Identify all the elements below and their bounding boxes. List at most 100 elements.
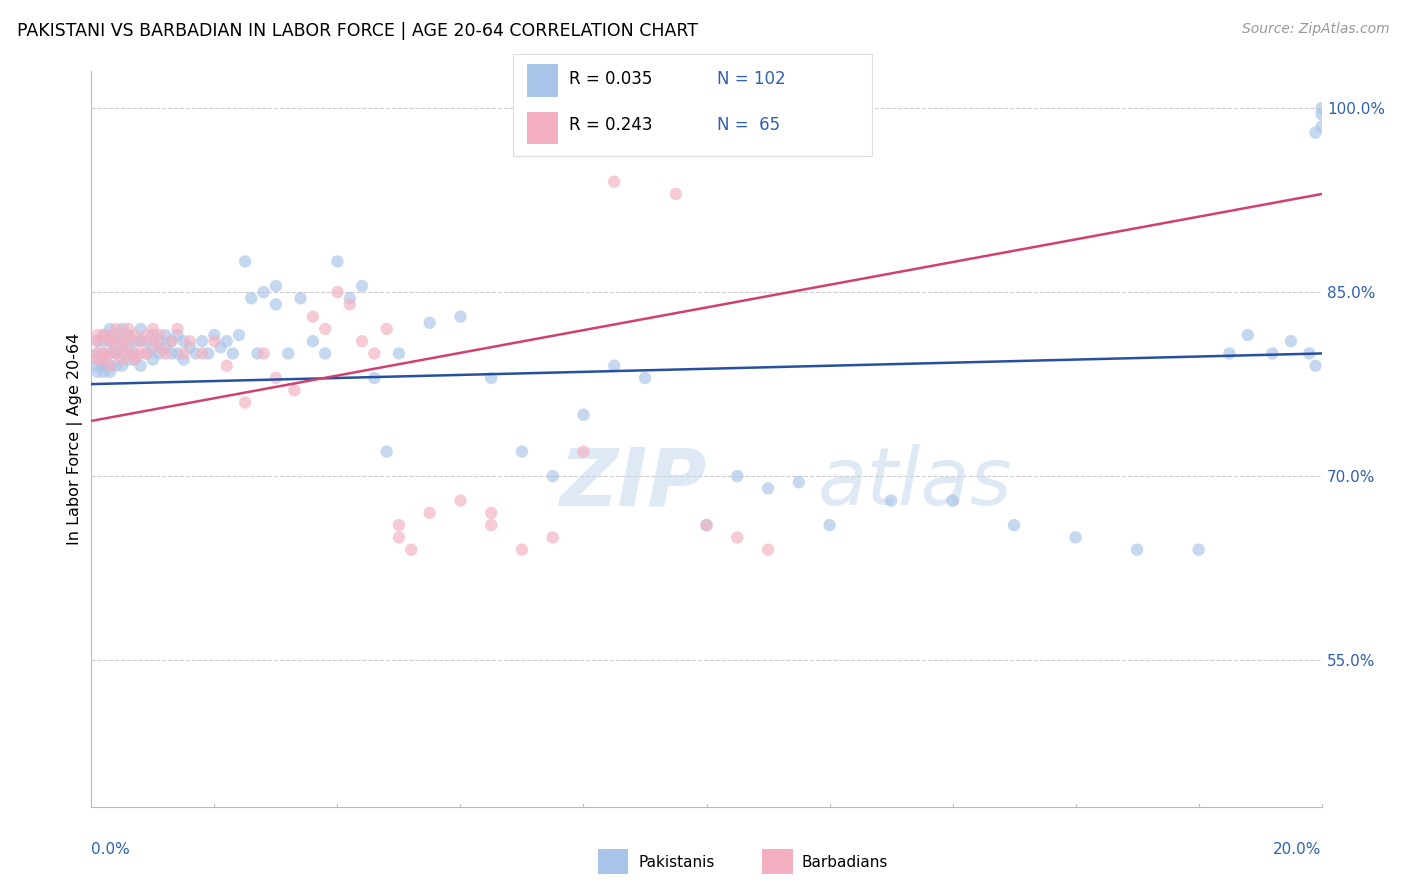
Point [98, 365, 121, 379]
Point [290, 291, 312, 305]
Point [314, 346, 336, 360]
Point [142, 322, 165, 336]
Point [93, 359, 115, 373]
Point [240, 291, 263, 305]
Point [197, 346, 219, 360]
Point [449, 310, 471, 324]
Point [1310, 107, 1333, 121]
Text: R = 0.035: R = 0.035 [569, 70, 652, 87]
Point [1064, 530, 1087, 544]
Text: 0.0%: 0.0% [91, 842, 131, 856]
Point [129, 334, 152, 348]
Point [1002, 518, 1025, 533]
Point [93, 334, 115, 348]
Point [725, 530, 748, 544]
Text: atlas: atlas [817, 444, 1012, 523]
Point [725, 469, 748, 483]
Point [86, 365, 108, 379]
Point [160, 346, 183, 360]
Point [326, 285, 349, 300]
Point [93, 365, 115, 379]
Point [179, 334, 201, 348]
Point [1237, 328, 1260, 343]
Point [129, 334, 152, 348]
Point [173, 352, 195, 367]
Point [179, 340, 201, 354]
Point [98, 328, 121, 343]
Point [880, 493, 903, 508]
Point [696, 518, 718, 533]
Point [105, 328, 127, 343]
Point [388, 518, 411, 533]
Point [202, 334, 225, 348]
Point [388, 346, 411, 360]
Point [105, 334, 127, 348]
Point [510, 542, 533, 557]
Point [98, 346, 121, 360]
Point [253, 285, 276, 300]
Point [153, 340, 177, 354]
Point [117, 346, 139, 360]
Point [1305, 359, 1327, 373]
Point [173, 334, 195, 348]
Point [111, 359, 134, 373]
Point [129, 359, 152, 373]
Point [756, 482, 779, 496]
Point [86, 352, 108, 367]
Point [135, 346, 157, 360]
Point [419, 316, 441, 330]
Point [142, 340, 165, 354]
Point [117, 322, 139, 336]
Point [665, 187, 688, 202]
Point [166, 346, 188, 360]
Point [124, 328, 146, 343]
Text: 20.0%: 20.0% [1274, 842, 1322, 856]
Point [510, 444, 533, 458]
Point [129, 322, 152, 336]
Point [1126, 542, 1149, 557]
Point [160, 334, 183, 348]
Point [246, 346, 269, 360]
Point [117, 352, 139, 367]
Point [233, 254, 256, 268]
Point [191, 346, 214, 360]
Point [86, 334, 108, 348]
Point [818, 518, 841, 533]
Point [135, 328, 157, 343]
Point [86, 328, 108, 343]
Point [215, 359, 238, 373]
Point [124, 346, 146, 360]
Point [124, 352, 146, 367]
Point [93, 328, 115, 343]
Point [166, 328, 188, 343]
Point [572, 408, 595, 422]
Point [142, 352, 165, 367]
Point [339, 297, 361, 311]
Point [222, 346, 245, 360]
Point [111, 352, 134, 367]
Text: N =  65: N = 65 [717, 116, 780, 135]
Point [191, 334, 214, 348]
Point [117, 328, 139, 343]
Point [98, 359, 121, 373]
Point [148, 328, 170, 343]
Point [264, 297, 287, 311]
Point [696, 518, 718, 533]
Point [135, 334, 157, 348]
Point [603, 175, 626, 189]
Point [314, 322, 336, 336]
Point [339, 291, 361, 305]
Point [124, 352, 146, 367]
Point [98, 334, 121, 348]
Point [166, 322, 188, 336]
Point [93, 346, 115, 360]
Point [105, 340, 127, 354]
Point [93, 328, 115, 343]
Point [86, 352, 108, 367]
Point [98, 322, 121, 336]
Point [117, 334, 139, 348]
Point [283, 384, 305, 398]
Point [264, 279, 287, 293]
Point [942, 493, 965, 508]
Point [111, 334, 134, 348]
